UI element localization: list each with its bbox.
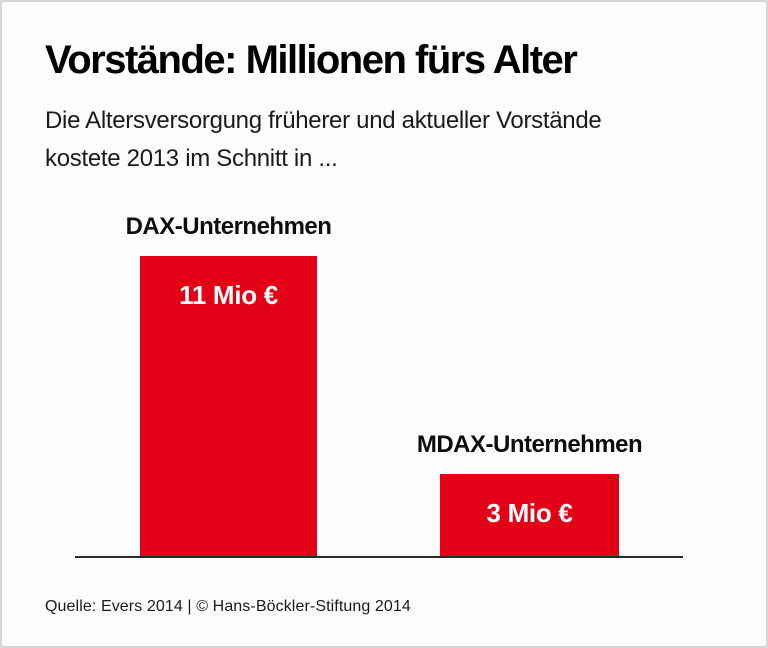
chart-subtitle: Die Altersversorgung früherer und aktuel… <box>45 102 602 178</box>
chart-subtitle-line-2: kostete 2013 im Schnitt in ... <box>45 145 338 172</box>
chart-title: Vorstände: Millionen fürs Alter <box>45 38 578 82</box>
bar-category-label-dax: DAX-Unternehmen <box>125 213 332 240</box>
bar-dax: DAX-Unternehmen 11 Mio € <box>126 213 332 556</box>
bar-value-label-mdax: 3 Mio € <box>486 498 573 528</box>
bar-category-label-mdax: MDAX-Unternehmen <box>416 431 643 458</box>
chart-subtitle-line-1: Die Altersversorgung früherer und aktuel… <box>45 107 602 134</box>
bar-value-label-dax: 11 Mio € <box>179 280 278 310</box>
bar-mdax: MDAX-Unternehmen 3 Mio € <box>417 431 643 556</box>
x-axis-baseline <box>75 556 683 558</box>
source-credit: Quelle: Evers 2014 | © Hans-Böckler-Stif… <box>45 598 411 615</box>
